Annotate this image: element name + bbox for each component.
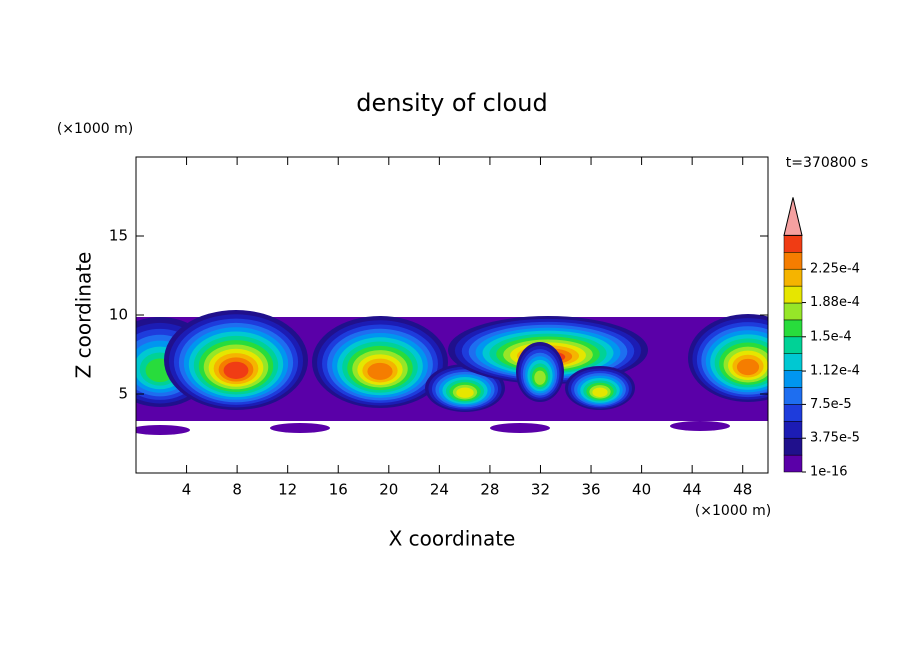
x-tick-label: 40 (632, 481, 651, 499)
contour-fill (136, 425, 190, 435)
contour-fill (490, 423, 550, 433)
colorbar-extend (783, 197, 803, 236)
x-tick-label: 28 (480, 481, 499, 499)
contour-fill (456, 387, 474, 398)
contour-fill (367, 362, 393, 380)
x-unit: (×1000 m) (695, 503, 771, 519)
colorbar-box (783, 268, 803, 287)
colorbar-box (783, 252, 803, 270)
colorbar-box (783, 404, 803, 422)
contour-fill (592, 387, 608, 398)
colorbar-tick-label: 1.12e-4 (810, 364, 860, 379)
x-tick-label: 4 (182, 481, 192, 499)
x-axis-label: X coordinate (389, 527, 516, 551)
colorbar-box (783, 454, 803, 473)
colorbar-box (783, 285, 803, 304)
colorbar-box (783, 336, 803, 354)
colorbar-tick-label: 2.25e-4 (810, 262, 860, 277)
colorbar-box (783, 353, 803, 371)
x-tick-label: 32 (531, 481, 550, 499)
x-tick-label: 16 (329, 481, 348, 499)
x-tick-label: 48 (733, 481, 752, 499)
chart-title: density of cloud (356, 89, 547, 117)
y-axis-label: Z coordinate (72, 252, 96, 379)
y-tick-label: 15 (109, 227, 128, 245)
x-tick-label: 36 (581, 481, 600, 499)
y-unit: (×1000 m) (57, 121, 133, 137)
y-tick-label: 5 (118, 385, 128, 403)
colorbar-box (783, 421, 803, 439)
x-tick-label: 44 (683, 481, 702, 499)
contour-fill (670, 421, 730, 431)
colorbar-box (783, 235, 803, 253)
time-label: t=370800 s (786, 155, 868, 171)
x-tick-label: 24 (430, 481, 449, 499)
colorbar-box (783, 387, 803, 405)
contour-fill (223, 361, 249, 379)
colorbar-box (783, 319, 803, 338)
colorbar-tick-label: 3.75e-5 (810, 431, 860, 446)
x-tick-label: 12 (278, 481, 297, 499)
colorbar-tick-label: 1.5e-4 (810, 329, 852, 344)
y-tick-label: 10 (109, 306, 128, 324)
contour-field (136, 310, 768, 435)
contour-fill (270, 423, 330, 433)
colorbar-box (783, 437, 803, 456)
colorbar-tick-label: 7.5e-5 (810, 397, 852, 412)
colorbar-box (783, 370, 803, 388)
x-tick-label: 20 (379, 481, 398, 499)
contour-fill (534, 370, 546, 385)
colorbar-tick-label: 1.88e-4 (810, 295, 860, 310)
contour-fill (736, 358, 760, 376)
colorbar-tick-label: 1e-16 (810, 465, 848, 480)
colorbar-box (783, 302, 803, 321)
x-tick-label: 8 (232, 481, 242, 499)
